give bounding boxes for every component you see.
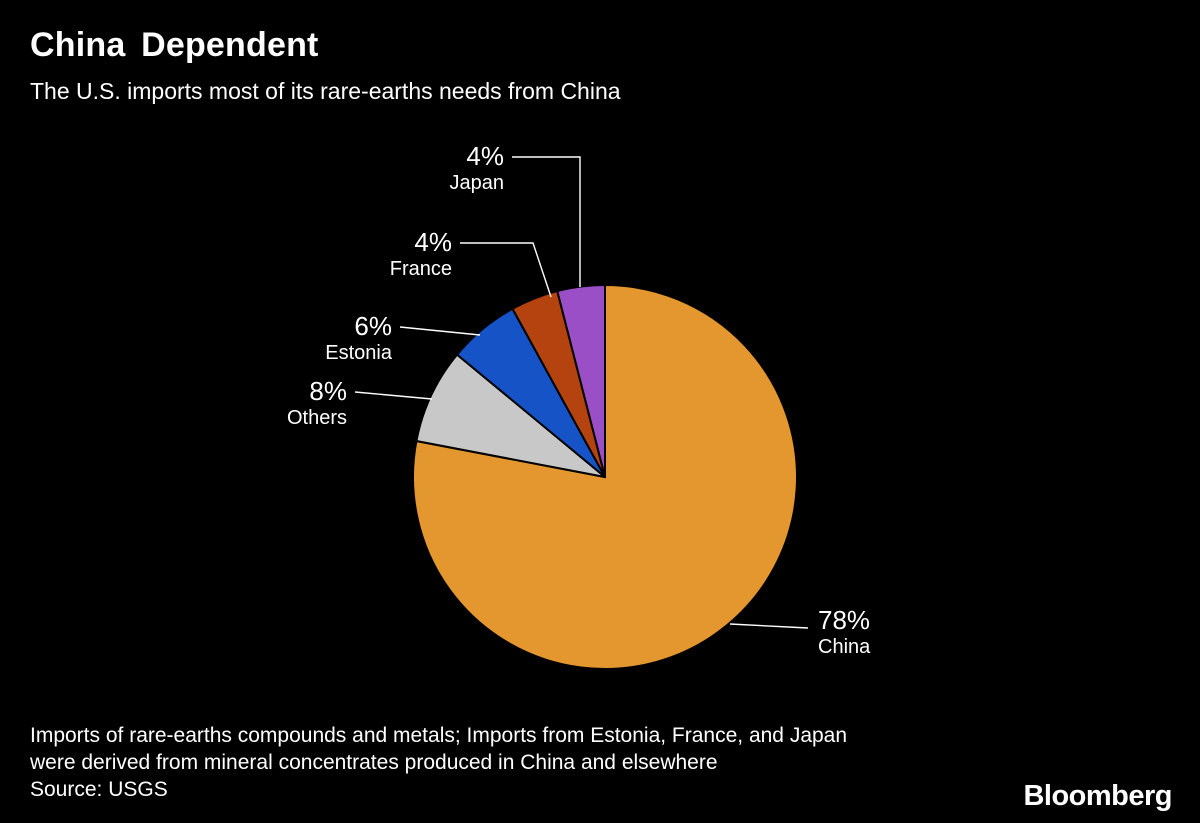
- pie-slice-china: [412, 283, 798, 670]
- slice-percent-china: 78%: [818, 605, 871, 635]
- chart-title: China Dependent: [30, 26, 319, 64]
- slice-label-china: 78% China: [818, 607, 870, 657]
- chart-subtitle: The U.S. imports most of its rare-earths…: [30, 78, 621, 104]
- footnote-line-1: Imports of rare-earths compounds and met…: [30, 724, 848, 747]
- callout-line-estonia: [399, 326, 481, 336]
- slice-name-france: France: [389, 258, 452, 280]
- slice-percent-france: 4%: [414, 227, 452, 257]
- callout-line-china: [729, 623, 809, 629]
- callout-line-japan: [512, 156, 581, 287]
- footnote: Imports of rare-earths compounds and met…: [30, 722, 847, 803]
- source-line: Source: USGS: [30, 778, 168, 801]
- callout-line-france: [460, 242, 552, 298]
- slice-name-china: China: [818, 636, 871, 658]
- slice-name-estonia: Estonia: [325, 342, 392, 364]
- slice-name-others: Others: [286, 407, 347, 429]
- slice-label-estonia: 6% Estonia: [325, 313, 392, 363]
- pie-slice-others: [415, 353, 606, 478]
- slice-name-japan: Japan: [449, 172, 505, 194]
- slice-label-others: 8% Others: [287, 378, 347, 428]
- pie-slice-japan: [556, 283, 606, 478]
- slice-percent-estonia: 6%: [354, 311, 392, 341]
- slice-percent-others: 8%: [309, 376, 347, 406]
- callout-line-others: [354, 391, 433, 400]
- footnote-line-2: were derived from mineral concentrates p…: [30, 751, 718, 774]
- slice-label-japan: 4% Japan: [450, 143, 505, 193]
- slice-percent-japan: 4%: [466, 141, 504, 171]
- bloomberg-logo: Bloomberg: [1023, 780, 1172, 812]
- slice-label-france: 4% France: [390, 229, 452, 279]
